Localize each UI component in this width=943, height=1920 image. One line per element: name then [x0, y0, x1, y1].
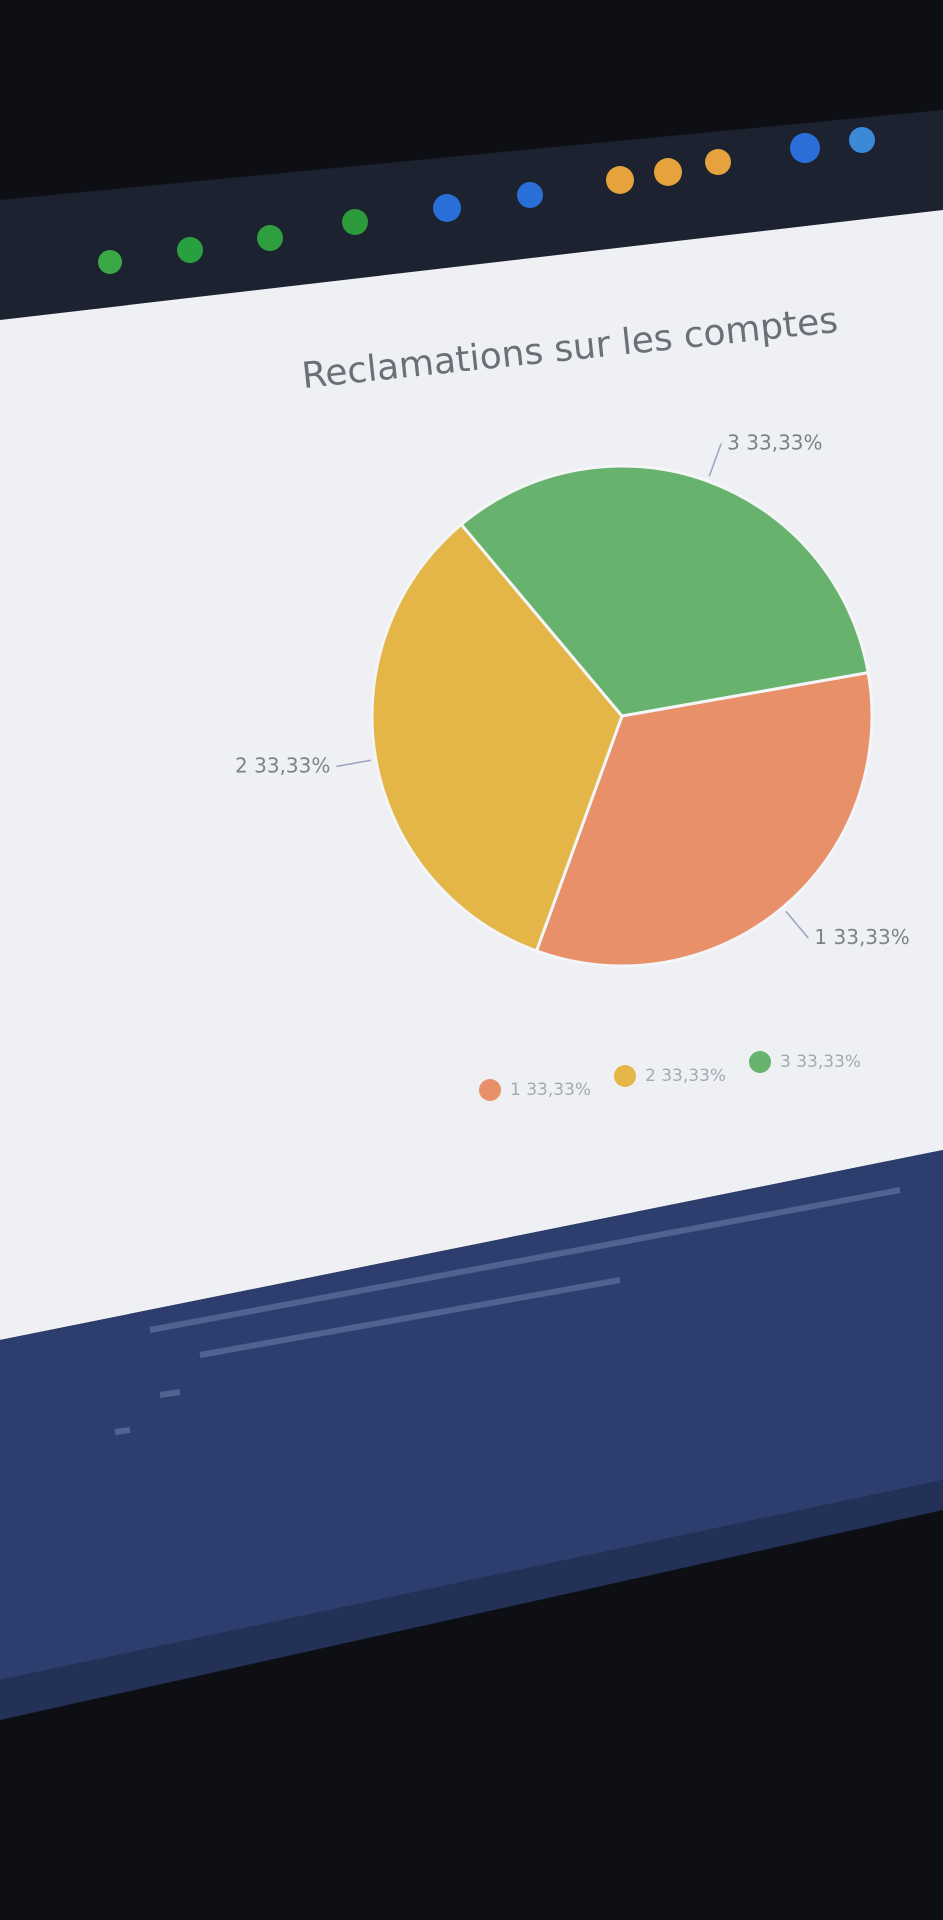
label-leader	[708, 443, 722, 477]
code-editor	[0, 1150, 943, 1680]
slice-label-category: 1	[814, 925, 827, 949]
legend-marker	[479, 1079, 501, 1101]
legend-value: 33,33%	[796, 1052, 861, 1072]
pie-slice	[534, 670, 874, 968]
slice-label-category: 3	[727, 430, 740, 454]
legend-marker	[749, 1051, 771, 1073]
legend-label: 3 33,33%	[780, 1052, 861, 1072]
legend-category: 2	[645, 1066, 656, 1086]
legend-label: 2 33,33%	[645, 1066, 726, 1086]
legend-marker	[614, 1065, 636, 1087]
slice-label-value: 33,33%	[834, 925, 910, 949]
legend-value: 33,33%	[661, 1066, 726, 1086]
slice-label-category: 2	[235, 753, 248, 777]
pie: 1 33,33%2 33,33%3 33,33%	[235, 430, 910, 968]
slice-label-value: 33,33%	[746, 430, 822, 454]
label-leader	[785, 910, 809, 939]
taskbar	[0, 1480, 943, 1720]
slice-label: 2 33,33%	[235, 753, 330, 777]
pie-slice	[370, 522, 624, 953]
pie-slice	[459, 464, 870, 718]
legend-category: 3	[780, 1052, 791, 1072]
slice-label: 1 33,33%	[814, 925, 909, 949]
slice-label: 3 33,33%	[727, 430, 822, 454]
legend-value: 33,33%	[526, 1080, 591, 1100]
legend-category: 1	[510, 1080, 521, 1100]
legend-label: 1 33,33%	[510, 1080, 591, 1100]
slice-label-value: 33,33%	[254, 753, 330, 777]
label-leader	[336, 759, 372, 768]
code-lines	[114, 1187, 901, 1435]
toolbar-icons	[98, 127, 875, 274]
